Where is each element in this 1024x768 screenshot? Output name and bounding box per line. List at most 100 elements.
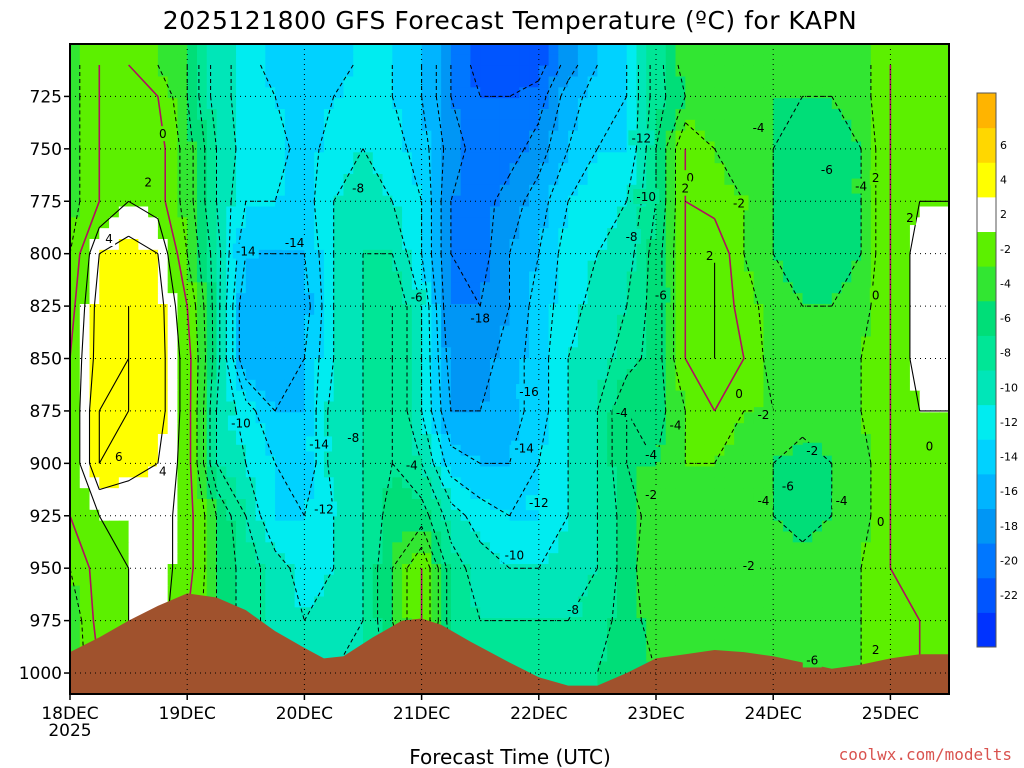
- temperature-cell: [831, 423, 843, 435]
- temperature-cell: [616, 195, 628, 208]
- temperature-cell: [363, 596, 374, 608]
- temperature-cell: [616, 542, 628, 554]
- temperature-cell: [294, 260, 305, 273]
- temperature-cell: [294, 119, 305, 132]
- temperature-cell: [636, 217, 647, 229]
- temperature-cell: [480, 553, 491, 565]
- temperature-cell: [929, 293, 940, 305]
- temperature-cell: [99, 466, 110, 478]
- temperature-cell: [841, 607, 852, 619]
- temperature-cell: [695, 434, 706, 446]
- temperature-cell: [245, 260, 257, 273]
- temperature-cell: [275, 65, 286, 78]
- temperature-cell: [792, 141, 804, 153]
- temperature-cell: [714, 509, 725, 522]
- temperature-cell: [636, 206, 647, 218]
- temperature-cell: [929, 390, 940, 403]
- temperature-cell: [616, 596, 628, 608]
- temperature-cell: [275, 596, 286, 608]
- temperature-cell: [441, 390, 452, 403]
- temperature-cell: [382, 217, 393, 229]
- temperature-cell: [284, 520, 296, 533]
- temperature-cell: [489, 488, 501, 500]
- temperature-cell: [763, 574, 774, 587]
- temperature-cell: [284, 336, 296, 348]
- temperature-cell: [870, 184, 882, 197]
- temperature-cell: [822, 553, 833, 565]
- temperature-cell: [509, 228, 520, 240]
- temperature-cell: [109, 76, 120, 88]
- temperature-cell: [333, 314, 345, 327]
- temperature-cell: [206, 401, 218, 413]
- temperature-cell: [743, 379, 755, 392]
- temperature-cell: [187, 347, 198, 359]
- temperature-cell: [333, 217, 345, 229]
- temperature-cell: [704, 585, 716, 598]
- temperature-cell: [519, 401, 530, 413]
- temperature-cell: [900, 228, 911, 240]
- temperature-cell: [743, 76, 755, 88]
- temperature-cell: [421, 54, 432, 67]
- temperature-cell: [909, 488, 921, 500]
- temperature-cell: [616, 184, 628, 197]
- temperature-cell: [782, 239, 794, 251]
- temperature-cell: [919, 531, 931, 543]
- temperature-cell: [831, 271, 843, 283]
- temperature-cell: [441, 195, 452, 208]
- temperature-cell: [851, 466, 862, 478]
- temperature-cell: [773, 152, 784, 164]
- temperature-cell: [714, 260, 725, 273]
- temperature-cell: [99, 271, 110, 283]
- temperature-cell: [255, 444, 266, 457]
- temperature-cell: [558, 336, 569, 348]
- temperature-cell: [245, 347, 257, 359]
- temperature-cell: [822, 282, 833, 294]
- temperature-cell: [265, 499, 276, 511]
- temperature-cell: [792, 444, 804, 457]
- temperature-cell: [421, 390, 432, 403]
- temperature-cell: [343, 629, 354, 641]
- temperature-cell: [196, 98, 208, 110]
- temperature-cell: [782, 228, 794, 240]
- temperature-cell: [636, 336, 647, 348]
- temperature-cell: [577, 531, 589, 543]
- temperature-cell: [70, 282, 81, 294]
- temperature-cell: [831, 574, 843, 587]
- temperature-cell: [216, 412, 227, 424]
- temperature-cell: [294, 249, 305, 262]
- temperature-cell: [558, 379, 569, 392]
- temperature-cell: [118, 54, 130, 67]
- temperature-cell: [70, 455, 81, 468]
- temperature-cell: [773, 401, 784, 413]
- temperature-cell: [509, 509, 520, 522]
- temperature-cell: [870, 553, 882, 565]
- temperature-cell: [870, 109, 882, 121]
- temperature-cell: [558, 488, 569, 500]
- temperature-cell: [402, 444, 413, 457]
- temperature-cell: [909, 574, 921, 587]
- temperature-cell: [646, 260, 657, 273]
- temperature-cell: [167, 44, 179, 56]
- temperature-cell: [724, 271, 735, 283]
- temperature-cell: [216, 564, 227, 576]
- temperature-cell: [226, 499, 237, 511]
- temperature-cell: [138, 444, 149, 457]
- temperature-cell: [939, 434, 949, 446]
- temperature-cell: [597, 596, 608, 608]
- temperature-cell: [704, 379, 716, 392]
- temperature-cell: [753, 65, 765, 78]
- temperature-cell: [343, 477, 354, 489]
- temperature-cell: [255, 379, 266, 392]
- temperature-cell: [411, 54, 423, 67]
- temperature-cell: [89, 358, 100, 370]
- temperature-cell: [118, 87, 130, 99]
- temperature-cell: [831, 141, 843, 153]
- temperature-cell: [363, 358, 374, 370]
- temperature-cell: [460, 163, 472, 175]
- temperature-cell: [245, 293, 257, 305]
- temperature-cell: [226, 54, 237, 67]
- temperature-cell: [704, 434, 716, 446]
- temperature-cell: [187, 228, 198, 240]
- temperature-cell: [148, 239, 159, 251]
- temperature-cell: [460, 444, 472, 457]
